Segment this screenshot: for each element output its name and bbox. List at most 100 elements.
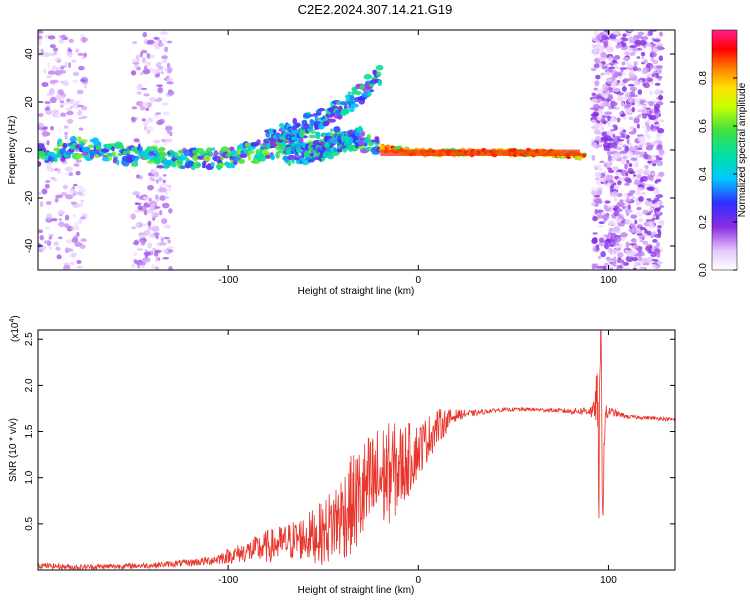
noise-blob — [650, 57, 655, 62]
noise-blob — [610, 101, 618, 107]
noise-blob — [141, 118, 146, 122]
noise-blob — [649, 90, 653, 96]
noise-blob — [648, 110, 653, 114]
trace-blob — [38, 143, 45, 150]
noise-blob — [651, 112, 656, 116]
noise-blob — [603, 120, 607, 125]
noise-blob — [132, 41, 138, 44]
noise-blob — [640, 104, 648, 108]
noise-blob — [654, 82, 661, 86]
trace-blob — [158, 147, 166, 152]
trace-blob — [247, 153, 251, 161]
noise-blob — [47, 62, 51, 69]
noise-blob — [594, 107, 599, 112]
trace-blob — [287, 159, 292, 167]
noise-blob — [167, 90, 175, 96]
noise-blob — [149, 203, 156, 210]
noise-blob — [613, 88, 620, 93]
noise-blob — [611, 59, 618, 64]
colorbar-label: Normalized spectral amplitude — [737, 82, 748, 217]
trace-blob — [156, 164, 165, 169]
noise-blob — [43, 68, 47, 74]
noise-blob — [39, 246, 47, 250]
noise-blob — [83, 52, 88, 58]
noise-blob — [647, 30, 653, 36]
noise-blob — [143, 257, 151, 263]
trace-blob — [69, 135, 77, 143]
noise-blob — [645, 200, 653, 207]
noise-blob — [131, 58, 138, 63]
noise-blob — [52, 47, 59, 52]
noise-blob — [616, 247, 622, 252]
noise-blob — [151, 212, 155, 219]
noise-blob — [136, 91, 142, 95]
noise-blob — [601, 214, 610, 220]
noise-blob — [154, 171, 160, 178]
noise-blob — [629, 51, 636, 56]
colorbar-tick-label: 0.4 — [698, 167, 709, 181]
noise-blob — [655, 178, 662, 182]
noise-blob — [638, 196, 644, 202]
noise-blob — [654, 140, 662, 144]
noise-blob — [44, 183, 50, 189]
noise-blob — [634, 253, 642, 257]
noise-blob — [160, 138, 167, 142]
trace-blob — [186, 160, 195, 166]
noise-blob — [44, 101, 51, 105]
noise-blob — [147, 242, 153, 249]
trace-blob — [306, 128, 315, 132]
noise-blob — [653, 88, 661, 96]
noise-blob — [143, 65, 148, 71]
noise-blob — [56, 167, 62, 175]
y-tick-label: 0.5 — [24, 516, 35, 530]
noise-blob — [600, 72, 605, 76]
noise-blob — [648, 207, 654, 211]
noise-blob — [590, 113, 599, 117]
noise-blob — [131, 117, 137, 123]
noise-blob — [154, 251, 159, 257]
noise-blob — [607, 66, 615, 70]
noise-blob — [156, 84, 164, 87]
trace-blob — [347, 144, 355, 149]
noise-blob — [606, 259, 615, 263]
noise-blob — [60, 66, 64, 70]
trace-blob — [75, 155, 83, 159]
noise-blob — [38, 229, 44, 234]
noise-blob — [169, 131, 173, 137]
noise-blob — [612, 142, 618, 149]
trace-blob — [255, 149, 261, 154]
noise-blob — [648, 187, 652, 191]
noise-blob — [614, 38, 622, 43]
noise-blob — [655, 215, 660, 220]
noise-blob — [53, 52, 58, 55]
noise-blob — [158, 176, 163, 182]
noise-blob — [79, 244, 86, 249]
noise-blob — [163, 46, 169, 53]
noise-blob — [636, 123, 640, 129]
noise-blob — [70, 252, 77, 258]
noise-blob — [593, 30, 598, 36]
noise-blob — [637, 138, 646, 142]
noise-blob — [151, 178, 156, 182]
noise-blob — [590, 187, 599, 191]
trace-blob — [308, 134, 317, 139]
noise-blob — [76, 89, 84, 95]
snr-exponent-power: 4 — [9, 319, 16, 323]
trace-blob — [201, 164, 206, 169]
trace-blob — [81, 146, 91, 153]
y-tick-label: 40 — [24, 48, 35, 60]
noise-blob — [591, 125, 600, 130]
noise-blob — [604, 86, 609, 93]
noise-blob — [45, 180, 51, 183]
noise-blob — [596, 89, 603, 93]
trace-blob — [38, 161, 42, 167]
noise-blob — [59, 99, 65, 104]
trace-blob — [314, 116, 319, 123]
noise-blob — [604, 239, 612, 245]
noise-blob — [607, 93, 614, 100]
noise-blob — [653, 202, 661, 208]
noise-blob — [161, 55, 169, 60]
noise-blob — [620, 66, 624, 73]
snr-exponent: (x104) — [9, 315, 21, 342]
